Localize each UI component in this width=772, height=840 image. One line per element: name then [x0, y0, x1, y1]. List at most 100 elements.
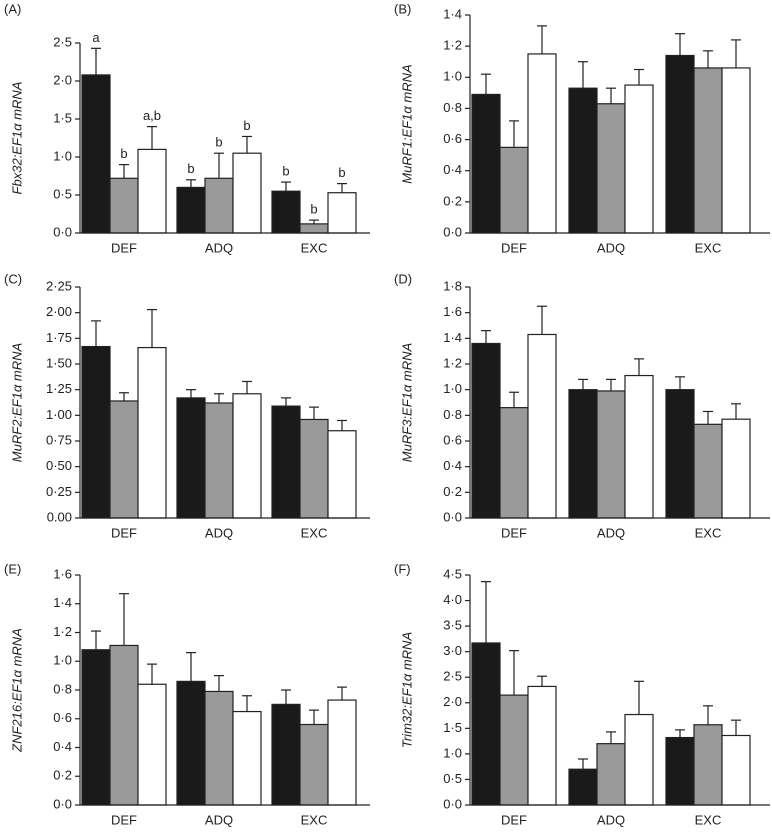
y-axis-label: Fbx32:EF1α mRNA — [9, 82, 24, 195]
bar — [721, 418, 751, 519]
bar — [693, 724, 723, 806]
y-tick-label: 0·0 — [53, 796, 72, 811]
y-tick-label: 0·50 — [46, 458, 72, 473]
y-tick-label: 1·6 — [53, 566, 72, 581]
bar — [596, 103, 626, 234]
y-tick-label: 1·4 — [53, 595, 72, 610]
x-tick-label: ADQ — [597, 812, 625, 827]
y-tick-label: 0·25 — [46, 484, 72, 499]
bar — [176, 680, 206, 806]
y-tick-label: 0·0 — [443, 224, 462, 239]
y-tick-label: 2·0 — [443, 694, 462, 709]
y-tick-label: 2·25 — [46, 278, 72, 293]
bar — [109, 177, 139, 234]
y-tick-label: 1·2 — [53, 624, 72, 639]
x-tick-label: DEF — [111, 525, 137, 540]
bar — [137, 683, 167, 806]
x-tick-label: ADQ — [597, 240, 625, 255]
y-tick-label: 0·6 — [443, 131, 462, 146]
significance-letter: b — [243, 118, 250, 133]
y-tick-label: 1·5 — [443, 720, 462, 735]
significance-letter: b — [338, 165, 345, 180]
y-tick-label: 0·8 — [443, 407, 462, 422]
y-tick-label: 1·0 — [443, 745, 462, 760]
bar — [299, 418, 329, 519]
y-tick-label: 0·0 — [443, 796, 462, 811]
significance-letter: b — [310, 202, 317, 217]
y-tick-label: 0·75 — [46, 432, 72, 447]
y-tick-label: 0.00 — [47, 509, 72, 524]
panel-label: (C) — [4, 271, 22, 286]
y-axis-label: MuRF2:EF1α mRNA — [9, 343, 24, 462]
bar — [109, 400, 139, 519]
bar — [204, 177, 234, 234]
x-tick-label: EXC — [301, 525, 328, 540]
y-tick-label: 1·2 — [443, 38, 462, 53]
bar — [232, 152, 262, 234]
bar — [527, 685, 557, 806]
y-axis-label: ZNF216:EF1α mRNA — [9, 628, 24, 753]
y-tick-label: 0·0 — [443, 509, 462, 524]
x-tick-label: ADQ — [205, 812, 233, 827]
bar — [137, 148, 167, 234]
bar — [327, 430, 357, 519]
x-tick-label: EXC — [695, 240, 722, 255]
significance-letter: a,b — [143, 108, 161, 123]
y-tick-label: 0·2 — [443, 484, 462, 499]
bar — [271, 703, 301, 806]
bar — [327, 192, 357, 234]
x-tick-label: ADQ — [597, 525, 625, 540]
y-tick-label: 1·8 — [443, 278, 462, 293]
panel-label: (E) — [4, 561, 21, 576]
y-tick-label: 1·4 — [443, 330, 462, 345]
y-tick-label: 1·2 — [443, 355, 462, 370]
y-tick-label: 2·5 — [53, 34, 72, 49]
y-tick-label: 1·50 — [46, 355, 72, 370]
x-tick-label: EXC — [301, 240, 328, 255]
bar — [299, 723, 329, 806]
bar — [721, 67, 751, 234]
y-tick-label: 1·0 — [443, 69, 462, 84]
x-tick-label: DEF — [111, 240, 137, 255]
significance-letter: b — [282, 164, 289, 179]
y-tick-label: 0·2 — [443, 193, 462, 208]
y-tick-label: 1·0 — [53, 653, 72, 668]
x-tick-label: DEF — [501, 812, 527, 827]
y-tick-label: 0·0 — [53, 224, 72, 239]
y-tick-label: 0·4 — [443, 458, 462, 473]
panel-label: (A) — [4, 1, 21, 16]
significance-letter: a — [92, 30, 100, 45]
y-tick-label: 1·75 — [46, 330, 72, 345]
x-tick-label: EXC — [695, 525, 722, 540]
y-tick-label: 0·6 — [53, 710, 72, 725]
bar — [624, 84, 654, 234]
y-tick-label: 1·00 — [46, 407, 72, 422]
bar — [568, 87, 598, 234]
bar — [499, 407, 529, 519]
y-tick-label: 1·5 — [53, 110, 72, 125]
y-tick-label: 0·5 — [443, 771, 462, 786]
bar — [232, 393, 262, 519]
y-tick-label: 4·0 — [443, 592, 462, 607]
y-tick-label: 1·4 — [443, 6, 462, 21]
y-tick-label: 3·5 — [443, 618, 462, 633]
bar — [232, 710, 262, 806]
bar — [471, 642, 501, 806]
y-tick-label: 1·6 — [443, 304, 462, 319]
y-tick-label: 2·5 — [443, 669, 462, 684]
panel-label: (D) — [394, 271, 412, 286]
x-tick-label: EXC — [695, 812, 722, 827]
bar — [204, 690, 234, 806]
x-tick-label: DEF — [501, 525, 527, 540]
y-tick-label: 1·0 — [53, 148, 72, 163]
bar — [299, 223, 329, 234]
y-axis-label: MuRF3:EF1α mRNA — [399, 343, 414, 462]
y-axis-label: Trim32:EF1α mRNA — [399, 632, 414, 748]
bar — [527, 333, 557, 519]
bar — [568, 768, 598, 806]
x-tick-label: DEF — [501, 240, 527, 255]
y-tick-label: 1·25 — [46, 381, 72, 396]
bar — [527, 53, 557, 234]
bar — [109, 644, 139, 806]
